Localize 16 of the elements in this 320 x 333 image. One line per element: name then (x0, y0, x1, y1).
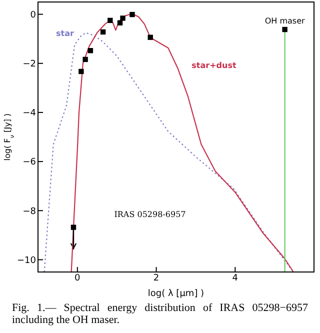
y-tick-label: −6 (22, 158, 36, 168)
x-axis-title: log( λ [μm] ) (148, 289, 204, 299)
x-tick-label: 4 (232, 273, 238, 284)
annotation: OH maser (264, 16, 306, 26)
annotation: IRAS 05298-6957 (114, 210, 186, 219)
y-tick-label: −4 (22, 108, 36, 119)
y-tick-label: −2 (22, 60, 36, 70)
caption: Fig. 1.— Spectral energy distribution of IRAS 05298−6957 including the OH maser. (11, 301, 309, 326)
y-tick-label: 0 (30, 10, 36, 20)
x-tick-label: 0 (74, 273, 81, 284)
x-tick-label: 2 (153, 273, 160, 284)
y-tick-label: −10 (17, 256, 36, 266)
point (108, 18, 113, 24)
series-label: star+dust (192, 61, 236, 70)
y-tick-label: −8 (22, 206, 36, 217)
series-label: star (56, 29, 74, 38)
